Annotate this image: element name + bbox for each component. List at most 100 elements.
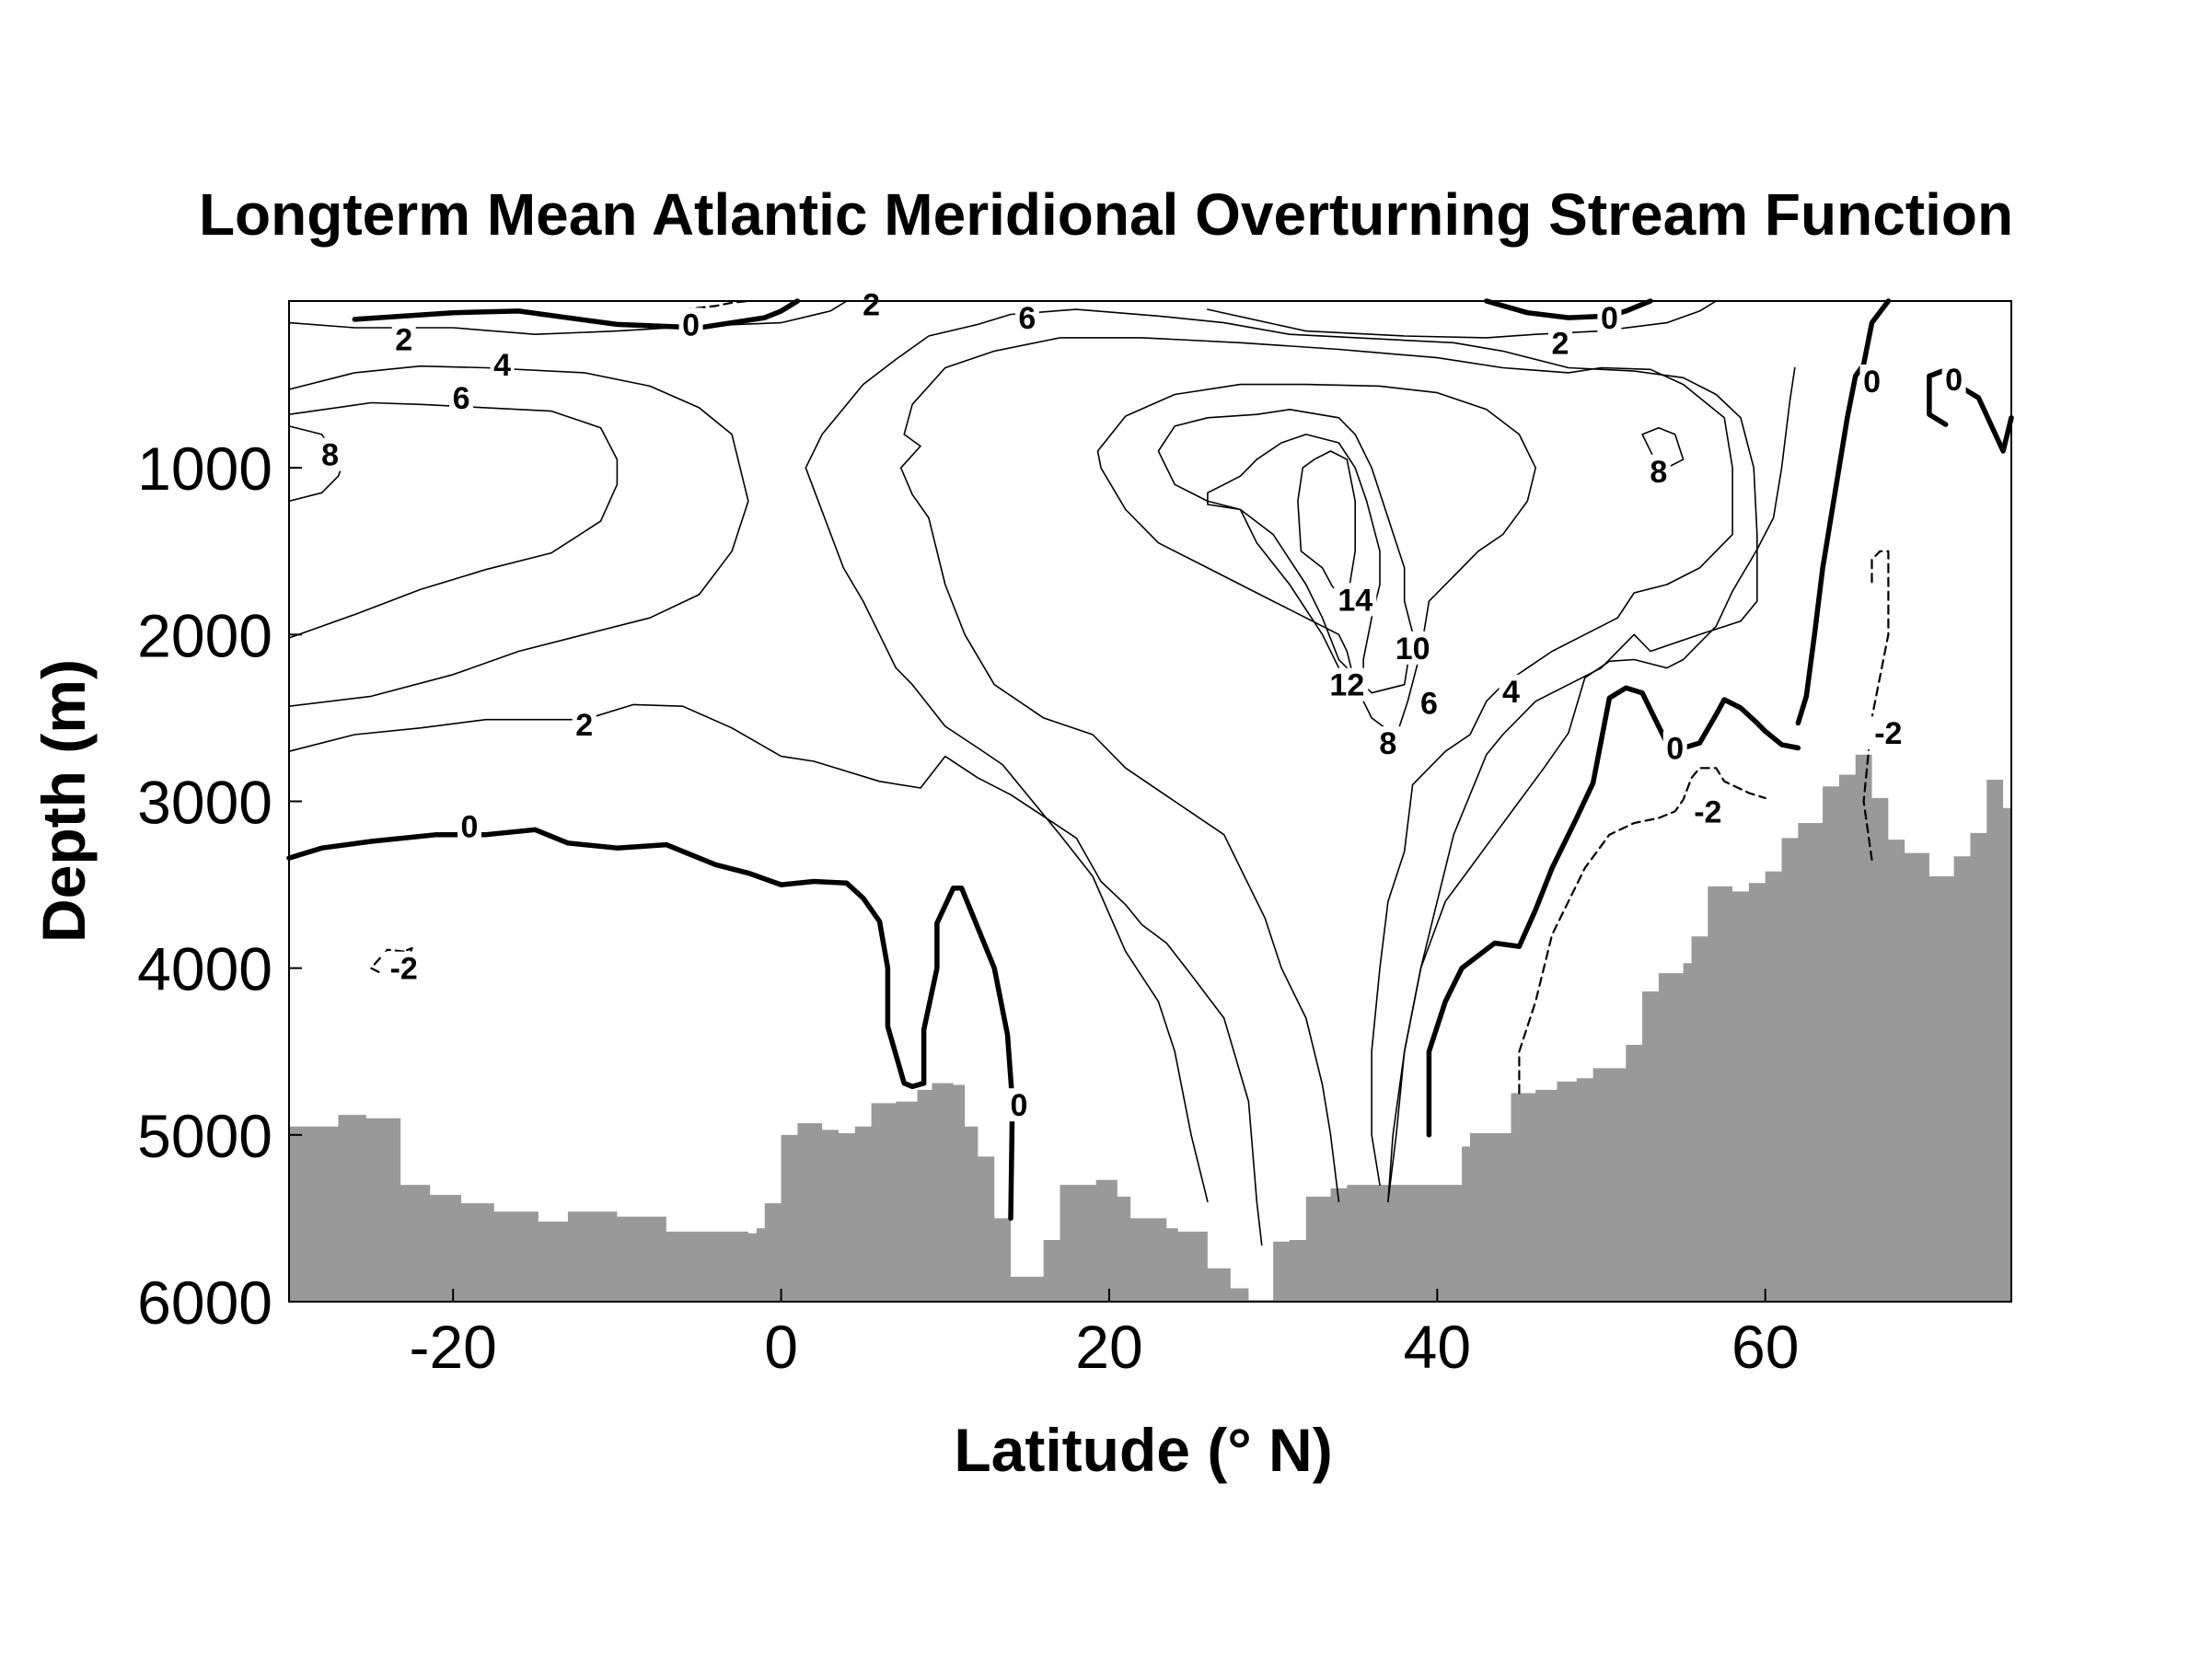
contour-line-level-0 xyxy=(1795,298,1892,726)
contour-label: 2 xyxy=(1547,326,1572,361)
contour-label-text: 6 xyxy=(1420,687,1438,722)
contour-label-halo xyxy=(1867,716,1910,750)
contour-label-halo xyxy=(449,381,474,415)
contour-label-text: 10 xyxy=(1396,632,1430,666)
contour-label-text: 6 xyxy=(1018,301,1036,336)
contour-label: 6 xyxy=(1014,301,1039,336)
contour-label-halo xyxy=(318,437,342,471)
contour-label: 6 xyxy=(1417,686,1442,722)
contour-label-text: -2 xyxy=(1874,716,1902,751)
contour-line-level-4 xyxy=(805,308,1758,1203)
contour-label-halo xyxy=(382,951,425,985)
contour-line-level-4 xyxy=(288,365,749,708)
contour-label-halo xyxy=(1417,686,1442,720)
contour-line-level-2 xyxy=(288,300,848,336)
contour-label: 12 xyxy=(1326,667,1369,703)
x-tick-label: 0 xyxy=(764,1313,798,1381)
y-tick-label: 5000 xyxy=(137,1102,272,1170)
contour-label-text: -2 xyxy=(390,952,418,987)
contour-label-text: 4 xyxy=(493,348,511,383)
contour-label: -2 xyxy=(382,951,425,987)
contour-label-text: 0 xyxy=(1863,365,1881,400)
contour-label: 4 xyxy=(490,347,515,383)
contour-label: 8 xyxy=(1646,455,1671,490)
contour-label-text: 12 xyxy=(1329,668,1364,703)
chart-title: Longterm Mean Atlantic Meridional Overtu… xyxy=(198,181,2014,248)
contour-label: 6 xyxy=(449,381,474,416)
contour-label: 0 xyxy=(1941,363,1966,398)
contour-label-halo xyxy=(490,347,515,381)
x-tick-label: 20 xyxy=(1075,1313,1142,1381)
x-tick-label: 40 xyxy=(1404,1313,1471,1381)
bathymetry-layer xyxy=(289,754,2011,1302)
contour-label-text: 0 xyxy=(682,307,700,342)
contour-label-text: 0 xyxy=(1010,1088,1027,1123)
contour-label: -2 xyxy=(1867,716,1910,751)
contour-label-halo xyxy=(1859,364,1884,398)
contour-label: 2 xyxy=(859,287,884,323)
y-axis-title: Depth (m) xyxy=(29,659,98,943)
contour-label-text: 8 xyxy=(321,438,339,473)
y-tick-label: 2000 xyxy=(137,601,272,669)
contour-label: 0 xyxy=(457,809,482,845)
contour-label-text: 2 xyxy=(395,323,412,358)
contour-line-level-0 xyxy=(286,827,1015,1222)
contour-label-text: 2 xyxy=(1552,326,1569,361)
contour-label: 8 xyxy=(318,437,342,473)
contour-line-level-0 xyxy=(1426,685,1801,1138)
contour-label: 2 xyxy=(391,322,416,358)
contour-line-level-0 xyxy=(352,298,801,330)
contour-label-halo xyxy=(1391,631,1434,665)
contour-label: 0 xyxy=(1006,1088,1031,1123)
contour-label-halo xyxy=(391,322,416,356)
contour-line-level-6 xyxy=(288,401,619,639)
contour-label-halo xyxy=(1006,1088,1031,1122)
contour-label-halo xyxy=(678,307,703,342)
contour-label-halo xyxy=(1547,326,1572,360)
x-axis: -20 0 20 40 60 xyxy=(409,1289,1799,1381)
contour-label-halo xyxy=(1334,583,1377,617)
x-axis-title: Latitude (° N) xyxy=(954,1416,1332,1484)
contour-label-text: 0 xyxy=(1945,363,1963,398)
contour-line-level-8 xyxy=(1096,383,1536,737)
contour-line-level-10 xyxy=(1157,408,1414,694)
contour-line-level-2 xyxy=(1207,300,1718,339)
contour-label-halo xyxy=(1662,731,1687,765)
contour-label-text: 0 xyxy=(461,810,479,845)
contour-label-halo xyxy=(1014,301,1039,335)
contour-line-level-2 xyxy=(288,703,1263,1246)
contour-label-halo xyxy=(1941,363,1966,397)
contour-label: -2 xyxy=(1686,794,1730,829)
contour-label-halo xyxy=(1686,794,1730,828)
contour-label-text: 14 xyxy=(1338,583,1372,618)
contour-label: 0 xyxy=(678,307,703,342)
contour-label-text: 0 xyxy=(1666,732,1684,767)
contour-line-level-neg2 xyxy=(1518,767,1766,1095)
contour-label-halo xyxy=(859,287,884,321)
contour-label: 0 xyxy=(1597,301,1622,336)
contour-line-level-12 xyxy=(1207,434,1381,692)
contour-label-halo xyxy=(457,809,482,843)
y-tick-label: 3000 xyxy=(137,769,272,837)
contour-label: 14 xyxy=(1334,583,1377,618)
contour-label-text: 8 xyxy=(1379,726,1396,761)
contour-label: 0 xyxy=(1859,364,1884,400)
contour-line-level-6 xyxy=(899,337,1733,1203)
y-tick-label: 6000 xyxy=(137,1269,272,1337)
y-axis: 1000 2000 3000 4000 5000 6000 xyxy=(137,435,302,1337)
contour-label-text: 4 xyxy=(1502,675,1520,710)
x-tick-label: -20 xyxy=(409,1313,496,1381)
contour-label: 8 xyxy=(1375,726,1400,761)
contour-label: 4 xyxy=(1499,674,1523,710)
contour-label-halo xyxy=(572,708,596,742)
contour-label-text: 8 xyxy=(1650,455,1667,490)
contour-line-level-14 xyxy=(1297,450,1356,602)
contour-label-halo xyxy=(1326,667,1369,701)
contour-label-text: 0 xyxy=(1601,301,1618,336)
contour-label-halo xyxy=(1375,726,1400,760)
contour-label-text: 2 xyxy=(575,708,593,743)
bathymetry-area xyxy=(289,754,2011,1302)
contour-line-level-0 xyxy=(1484,298,1653,320)
